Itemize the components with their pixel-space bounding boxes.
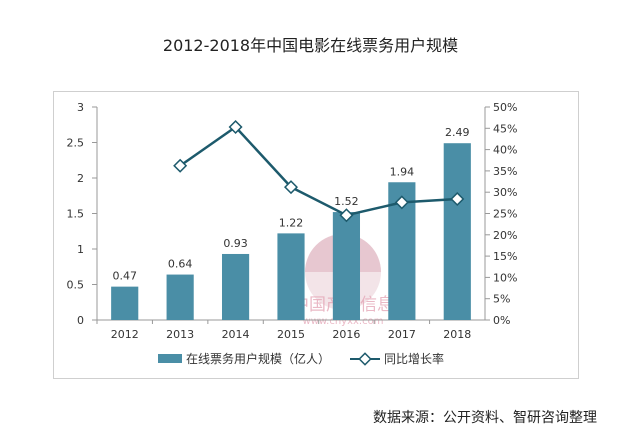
y-left-tick-label: 3 bbox=[77, 101, 84, 114]
y-left-tick-label: 0 bbox=[77, 314, 84, 327]
x-tick-label: 2013 bbox=[166, 328, 194, 341]
growth-rate-point bbox=[228, 120, 243, 135]
y-left-tick-label: 2.5 bbox=[67, 137, 85, 150]
y-right-tick-label: 30% bbox=[493, 186, 517, 199]
y-left-tick-label: 0.5 bbox=[67, 279, 85, 292]
legend-line-marker bbox=[358, 352, 372, 366]
growth-rate-point bbox=[394, 195, 409, 210]
y-right-tick-label: 40% bbox=[493, 144, 517, 157]
bar bbox=[277, 233, 305, 320]
y-left-tick-label: 2 bbox=[77, 172, 84, 185]
x-tick-label: 2014 bbox=[222, 328, 250, 341]
axes: 00.511.522.530%5%10%15%20%25%30%35%40%45… bbox=[67, 101, 518, 341]
bar-data-label: 1.94 bbox=[390, 165, 415, 178]
watermark-url: www.chyxx.com bbox=[303, 316, 384, 327]
growth-rate-point bbox=[450, 192, 465, 207]
bar-data-label: 2.49 bbox=[445, 126, 470, 139]
growth-rate-line bbox=[179, 125, 458, 217]
bar-data-label: 0.93 bbox=[223, 237, 248, 250]
chart-frame: 中国产业信息www.chyxx.com 00.511.522.530%5%10%… bbox=[53, 91, 579, 379]
x-tick-label: 2018 bbox=[443, 328, 471, 341]
chart-title: 2012-2018年中国电影在线票务用户规模 bbox=[162, 36, 459, 55]
bar-data-label: 0.47 bbox=[112, 270, 137, 283]
bar-data-label: 0.64 bbox=[168, 258, 193, 271]
bars bbox=[111, 143, 471, 320]
bar bbox=[332, 212, 361, 320]
y-right-tick-label: 35% bbox=[493, 165, 517, 178]
legend-bar-swatch bbox=[158, 354, 182, 363]
y-right-tick-label: 20% bbox=[493, 229, 517, 242]
growth-rate-point bbox=[339, 208, 354, 223]
x-tick-label: 2015 bbox=[277, 328, 305, 341]
x-tick-label: 2017 bbox=[388, 328, 416, 341]
y-right-tick-label: 5% bbox=[493, 293, 510, 306]
growth-line bbox=[173, 120, 465, 223]
y-left-tick-label: 1.5 bbox=[67, 208, 85, 221]
legend: 在线票务用户规模（亿人） 同比增长率 bbox=[158, 351, 444, 366]
legend-bar-label: 在线票务用户规模（亿人） bbox=[186, 351, 330, 366]
chart-svg: 中国产业信息www.chyxx.com 00.511.522.530%5%10%… bbox=[67, 101, 518, 366]
y-right-tick-label: 25% bbox=[493, 208, 517, 221]
bar bbox=[221, 253, 250, 320]
bar-data-label: 1.52 bbox=[334, 195, 359, 208]
source-note: 数据来源：公开资料、智研咨询整理 bbox=[373, 410, 597, 426]
y-right-tick-label: 10% bbox=[493, 271, 517, 284]
x-tick-label: 2012 bbox=[111, 328, 139, 341]
y-right-tick-label: 45% bbox=[493, 122, 517, 135]
x-tick-label: 2016 bbox=[332, 328, 360, 341]
growth-rate-point bbox=[283, 180, 299, 195]
bar bbox=[166, 274, 194, 320]
y-right-tick-label: 15% bbox=[493, 250, 517, 263]
y-right-tick-label: 0% bbox=[493, 314, 510, 327]
bar-data-label: 1.22 bbox=[279, 216, 304, 229]
data-labels: 0.47 0.64 0.93 1.22 1.52 1.94 2.49 bbox=[112, 126, 469, 282]
bar bbox=[443, 143, 471, 320]
growth-rate-point bbox=[173, 158, 188, 173]
y-right-tick-label: 50% bbox=[493, 101, 517, 114]
bar bbox=[111, 286, 139, 320]
legend-line-label: 同比增长率 bbox=[384, 351, 444, 366]
y-left-tick-label: 1 bbox=[77, 243, 84, 256]
